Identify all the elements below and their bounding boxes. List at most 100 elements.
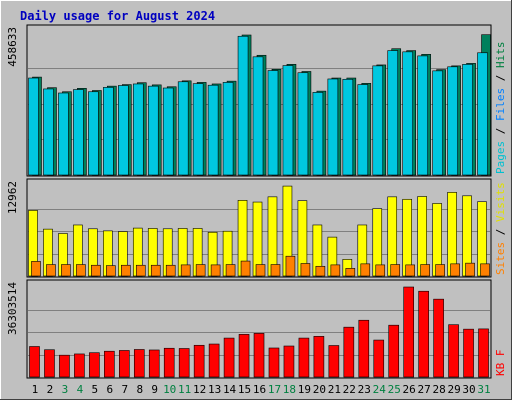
bar-files-day-5 [88,91,99,176]
legend-segment: / [494,68,507,88]
x-tick-label-day-3: 3 [62,383,69,396]
panel-top: 458633 Pages / Files / Hits [6,24,507,177]
x-tick-label-day-10: 10 [163,383,176,396]
legend-segment: Sites [494,242,507,275]
bar-kbytes-day-31 [478,328,489,378]
x-tick-label-day-26: 26 [403,383,416,396]
bar-kbytes-day-16 [253,333,265,378]
bar-sites-day-13 [210,264,221,277]
bar-kbytes-day-29 [448,324,459,378]
bar-files-day-25 [387,50,399,176]
bar-files-day-21 [327,78,339,176]
panel-bottom: 36303514 KB F [6,279,507,379]
x-tick-label-day-8: 8 [136,383,143,396]
bar-files-day-19 [297,72,309,176]
bar-sites-day-28 [435,264,445,277]
x-tick-label-day-2: 2 [47,383,54,396]
bar-visits-day-29 [447,192,457,277]
panel-top-bars [28,34,491,176]
x-tick-label-day-18: 18 [283,383,296,396]
bar-kbytes-day-15 [238,334,250,378]
bar-files-day-24 [372,65,384,176]
bar-sites-day-27 [420,264,430,277]
panel-middle-legend: Sites / Visits [494,182,507,275]
bar-kbytes-day-20 [313,336,325,378]
x-tick-label-day-24: 24 [373,383,387,396]
bar-files-day-30 [462,64,473,176]
x-tick-label-day-1: 1 [32,383,39,396]
bar-sites-day-29 [450,263,460,277]
bar-sites-day-12 [195,264,206,277]
bar-sites-day-26 [405,264,415,277]
bar-kbytes-day-9 [148,349,160,378]
bar-sites-day-25 [390,264,401,277]
chart-panels: 458633 Pages / Files / Hits 12962 Sites / V… [6,24,507,379]
bar-kbytes-day-5 [89,352,100,378]
x-tick-label-day-19: 19 [298,383,311,396]
bar-files-day-29 [447,66,458,176]
bar-files-day-14 [222,82,234,176]
bar-files-day-10 [162,87,174,176]
bar-kbytes-day-17 [268,347,280,378]
bar-files-day-15 [237,35,249,176]
bar-sites-day-3 [61,264,71,277]
panel-middle: 12962 Sites / Visits [6,178,507,278]
bar-kbytes-day-19 [298,337,310,378]
bar-files-day-18 [282,65,294,176]
bar-sites-day-23 [360,263,371,277]
panel-top-ymax-label: 458633 [6,27,19,67]
bar-files-day-7 [118,85,129,176]
bar-kbytes-day-10 [163,347,175,378]
bar-sites-day-21 [330,264,341,277]
x-tick-label-day-22: 22 [343,383,356,396]
bar-sites-day-11 [180,264,191,277]
bar-kbytes-day-6 [104,350,115,378]
bar-kbytes-day-26 [403,286,414,378]
x-tick-label-day-27: 27 [418,383,431,396]
legend-segment: Files [494,88,507,121]
bar-kbytes-day-11 [178,348,190,378]
bar-kbytes-day-18 [283,345,295,378]
chart-title: Daily usage for August 2024 [20,9,215,23]
bar-sites-day-9 [150,264,161,277]
bar-files-day-27 [417,55,428,176]
bar-files-day-28 [432,70,443,176]
bar-files-day-26 [402,51,413,176]
x-tick-label-day-12: 12 [193,383,206,396]
bar-kbytes-day-3 [59,354,70,378]
bar-kbytes-day-4 [74,353,85,378]
x-tick-label-day-29: 29 [447,383,460,396]
x-tick-label-day-20: 20 [313,383,326,396]
bar-files-day-23 [357,84,369,176]
bar-sites-day-16 [255,264,266,277]
bar-sites-day-22 [345,268,356,277]
bar-sites-day-10 [165,264,176,277]
x-tick-label-day-14: 14 [223,383,237,396]
panel-top-legend: Pages / Files / Hits [494,42,507,175]
bar-kbytes-day-21 [328,345,340,378]
bar-kbytes-day-7 [119,350,130,378]
bar-sites-day-15 [240,260,251,277]
x-tick-label-day-31: 31 [477,383,490,396]
x-tick-label-day-5: 5 [92,383,99,396]
x-tick-label-day-21: 21 [328,383,341,396]
x-tick-label-day-6: 6 [107,383,114,396]
bar-sites-day-18 [285,255,296,277]
bar-files-day-2 [43,88,54,176]
bar-kbytes-day-24 [373,339,385,378]
bar-kbytes-day-28 [433,298,444,378]
panel-bottom-legend: KB F [494,350,507,377]
bar-kbytes-day-13 [208,343,220,378]
bar-visits-day-17 [267,196,278,277]
legend-segment: / [494,222,507,242]
bar-sites-day-1 [31,261,41,277]
bar-files-day-31 [477,52,488,176]
x-tick-label-day-13: 13 [208,383,221,396]
bar-kbytes-day-30 [463,328,474,378]
bar-sites-day-14 [225,264,236,277]
bar-visits-day-27 [417,196,427,277]
bar-files-day-22 [342,78,354,176]
bar-kbytes-day-14 [223,337,235,378]
bar-kbytes-day-12 [193,344,205,378]
